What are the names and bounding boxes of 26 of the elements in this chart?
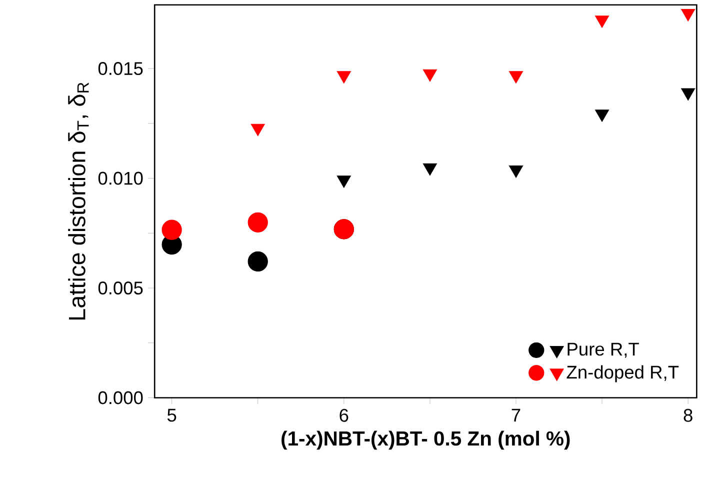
point bbox=[162, 220, 182, 240]
y-tick-label: 0.015 bbox=[98, 62, 143, 76]
y-tick-label: 0.005 bbox=[98, 282, 143, 294]
point bbox=[508, 71, 524, 84]
x-tick-label: 7 bbox=[512, 408, 520, 422]
legend-label: Pure R,T bbox=[568, 342, 639, 358]
x-tick-label: 6 bbox=[340, 408, 348, 422]
x-axis-title: (1-x)NBT-(x)BT- 0.5 Zn (mol %) bbox=[282, 430, 570, 450]
legend-label: Zn-doped R,T bbox=[566, 365, 679, 382]
x-tick-label: 5 bbox=[167, 408, 176, 422]
x-tick-label: 8 bbox=[684, 408, 692, 422]
y-tick-label: 0.010 bbox=[98, 172, 143, 185]
point bbox=[336, 71, 351, 84]
text: 0.000 bbox=[98, 391, 143, 404]
point bbox=[508, 166, 524, 178]
point bbox=[250, 124, 265, 136]
point bbox=[422, 163, 437, 176]
point bbox=[594, 110, 610, 122]
point bbox=[248, 251, 268, 272]
point bbox=[681, 88, 696, 101]
point bbox=[681, 9, 696, 22]
point bbox=[422, 69, 437, 82]
y-axis-title: Lattice distortion δ$_{T}$, δ$_{R}$ bbox=[68, 82, 89, 320]
point bbox=[248, 212, 268, 232]
point bbox=[336, 176, 351, 188]
point bbox=[594, 16, 610, 28]
